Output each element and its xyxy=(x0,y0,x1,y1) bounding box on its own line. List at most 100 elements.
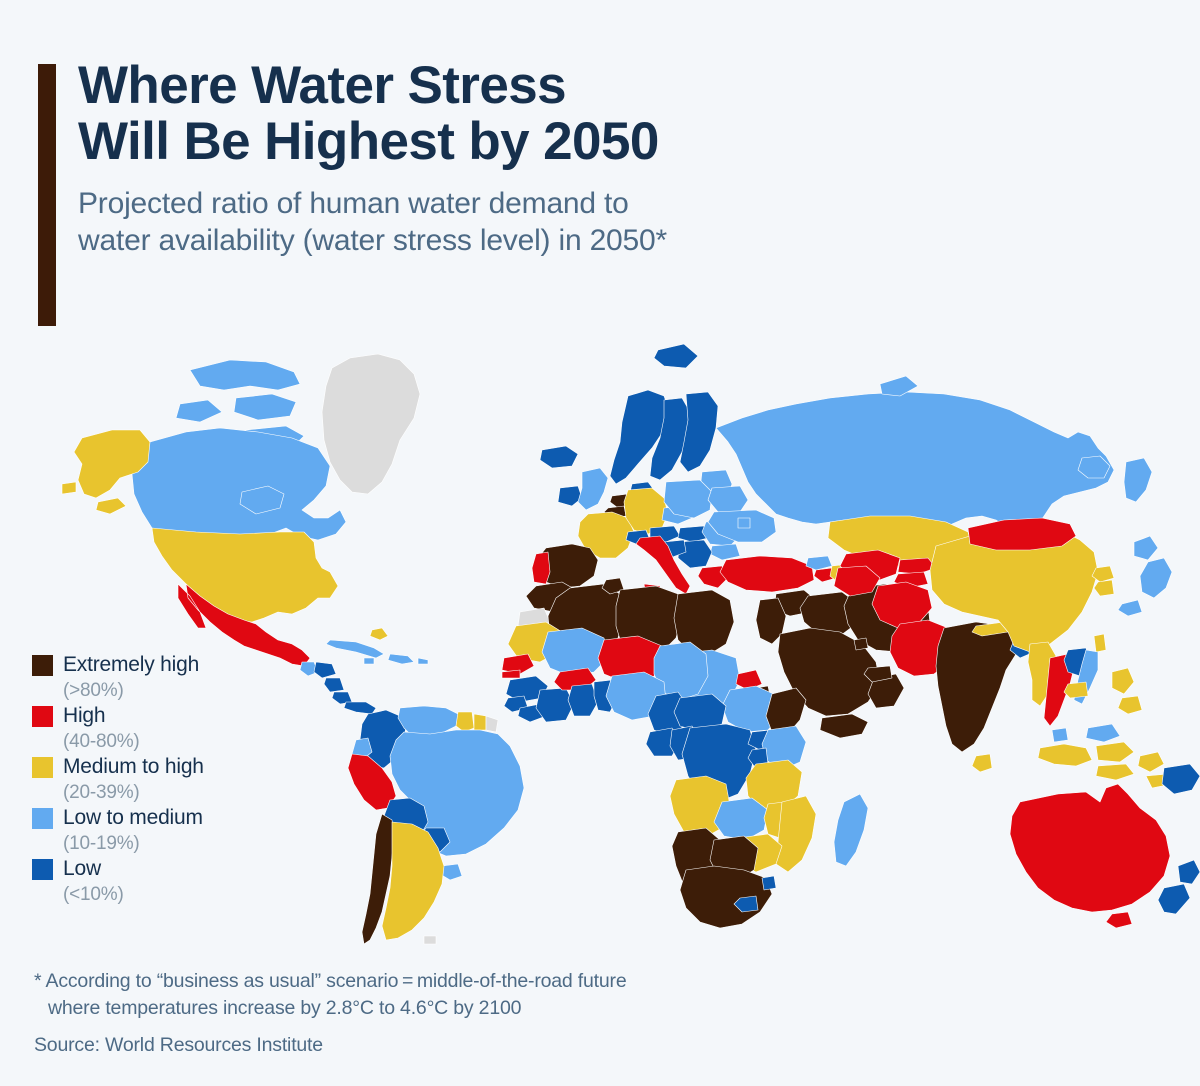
legend-range-row-low-to-medium: (10-19%) xyxy=(32,832,302,856)
footnote-line-2: where temperatures increase by 2.8°C to … xyxy=(48,997,522,1019)
title-line-1: Where Water Stress xyxy=(78,56,567,115)
region-bahamas xyxy=(369,627,389,641)
region-saudi-arabia xyxy=(777,627,881,717)
legend-swatch-low-to-medium xyxy=(32,808,53,829)
region-svalbard xyxy=(653,343,699,369)
region-georgia xyxy=(805,555,833,571)
region-australia xyxy=(1009,783,1171,929)
region-turkmenistan xyxy=(833,565,881,597)
region-puerto-rico xyxy=(417,657,429,665)
world-map-svg xyxy=(0,332,1200,962)
region-egypt xyxy=(673,589,735,655)
region-moldova xyxy=(737,517,751,529)
legend-swatch-low xyxy=(32,859,53,880)
region-novaya-zemlya xyxy=(879,375,919,397)
region-honduras xyxy=(313,661,337,679)
region-guatemala xyxy=(299,661,319,677)
region-eswatini xyxy=(761,875,777,891)
region-nicaragua xyxy=(323,677,345,693)
legend-range-row-medium-to-high: (20-39%) xyxy=(32,781,302,805)
subtitle-line-2: water availability (water stress level) … xyxy=(78,223,667,257)
region-indonesia xyxy=(1037,741,1173,789)
legend-swatch-medium-to-high xyxy=(32,757,53,778)
region-kyrgyzstan xyxy=(897,557,937,575)
title-accent-bar xyxy=(38,64,56,326)
region-south-africa xyxy=(679,865,773,929)
region-jamaica xyxy=(363,657,375,665)
legend-label-low: Low xyxy=(63,857,101,880)
legend-label-high: High xyxy=(63,704,106,727)
legend-range-extremely-high: (>80%) xyxy=(63,680,124,701)
region-hungary xyxy=(677,525,709,543)
legend-swatch-extremely-high xyxy=(32,655,53,676)
region-philippines xyxy=(1111,667,1143,715)
region-yemen xyxy=(819,713,869,739)
region-portugal xyxy=(531,551,551,585)
region-mongolia xyxy=(967,517,1077,551)
region-turkey xyxy=(719,555,815,593)
region-cuba xyxy=(325,639,385,659)
region-papua-new-guinea xyxy=(1161,763,1200,795)
region-united-kingdom xyxy=(577,467,609,511)
region-french-guiana xyxy=(485,715,499,733)
region-greenland xyxy=(321,353,421,495)
legend-range-row-high: (40-80%) xyxy=(32,730,302,754)
title-line-2: Will Be Highest by 2050 xyxy=(78,112,659,172)
legend-range-medium-to-high: (20-39%) xyxy=(63,782,140,803)
legend-range-low: (<10%) xyxy=(63,884,124,905)
region-cambodia xyxy=(1063,681,1089,699)
page-title: Where Water Stress Will Be Highest by 20… xyxy=(78,56,1078,172)
region-poland xyxy=(663,479,713,519)
region-ireland xyxy=(557,485,583,507)
region-serbia-balkans xyxy=(677,539,713,569)
region-alaska xyxy=(61,429,151,515)
region-suriname xyxy=(473,713,487,731)
map-legend: Extremely high (>80%) High (40-80%) Medi… xyxy=(32,652,302,907)
world-map xyxy=(0,332,1200,962)
region-oman xyxy=(867,673,905,709)
region-north-korea xyxy=(1091,565,1115,583)
legend-range-high: (40-80%) xyxy=(63,731,140,752)
region-mali xyxy=(541,627,609,677)
region-zambia xyxy=(713,797,769,841)
region-tunisia xyxy=(601,577,625,595)
header: Where Water Stress Will Be Highest by 20… xyxy=(78,56,1078,260)
region-mozambique xyxy=(775,795,817,873)
region-uae xyxy=(863,665,893,683)
region-russia-kamchatka xyxy=(1123,457,1153,503)
legend-label-low-to-medium: Low to medium xyxy=(63,806,203,829)
region-south-korea xyxy=(1093,579,1115,597)
region-new-zealand xyxy=(1157,859,1200,915)
region-france xyxy=(577,511,635,559)
region-sri-lanka xyxy=(971,753,993,773)
region-gambia xyxy=(501,669,521,679)
page-subtitle: Projected ratio of human water demand to… xyxy=(78,186,1078,259)
region-madagascar xyxy=(833,793,869,867)
legend-range-low-to-medium: (10-19%) xyxy=(63,833,140,854)
subtitle-line-1: Projected ratio of human water demand to xyxy=(78,187,629,221)
region-hispaniola xyxy=(387,653,415,665)
legend-item-medium-to-high[interactable]: Medium to high xyxy=(32,754,302,779)
legend-swatch-high xyxy=(32,706,53,727)
region-malaysia xyxy=(1051,723,1121,743)
legend-item-low-to-medium[interactable]: Low to medium xyxy=(32,805,302,830)
region-nepal xyxy=(971,621,1009,637)
source-line: Source: World Resources Institute xyxy=(34,1034,323,1056)
legend-range-row-extremely-high: (>80%) xyxy=(32,679,302,703)
region-falklands xyxy=(423,935,437,945)
region-japan xyxy=(1117,535,1173,617)
legend-item-high[interactable]: High xyxy=(32,703,302,728)
region-russia xyxy=(715,391,1115,533)
legend-label-medium-to-high: Medium to high xyxy=(63,755,204,778)
map-regions xyxy=(61,343,1200,945)
legend-range-row-low: (<10%) xyxy=(32,883,302,907)
footnotes: * According to “business as usual” scena… xyxy=(34,968,1034,1059)
region-ghana xyxy=(567,683,599,717)
region-norway xyxy=(609,389,671,485)
legend-item-low[interactable]: Low xyxy=(32,856,302,881)
region-armenia xyxy=(813,567,837,583)
region-argentina xyxy=(381,821,445,941)
legend-item-extremely-high[interactable]: Extremely high xyxy=(32,652,302,677)
region-senegal xyxy=(501,653,535,675)
region-finland xyxy=(679,391,719,473)
